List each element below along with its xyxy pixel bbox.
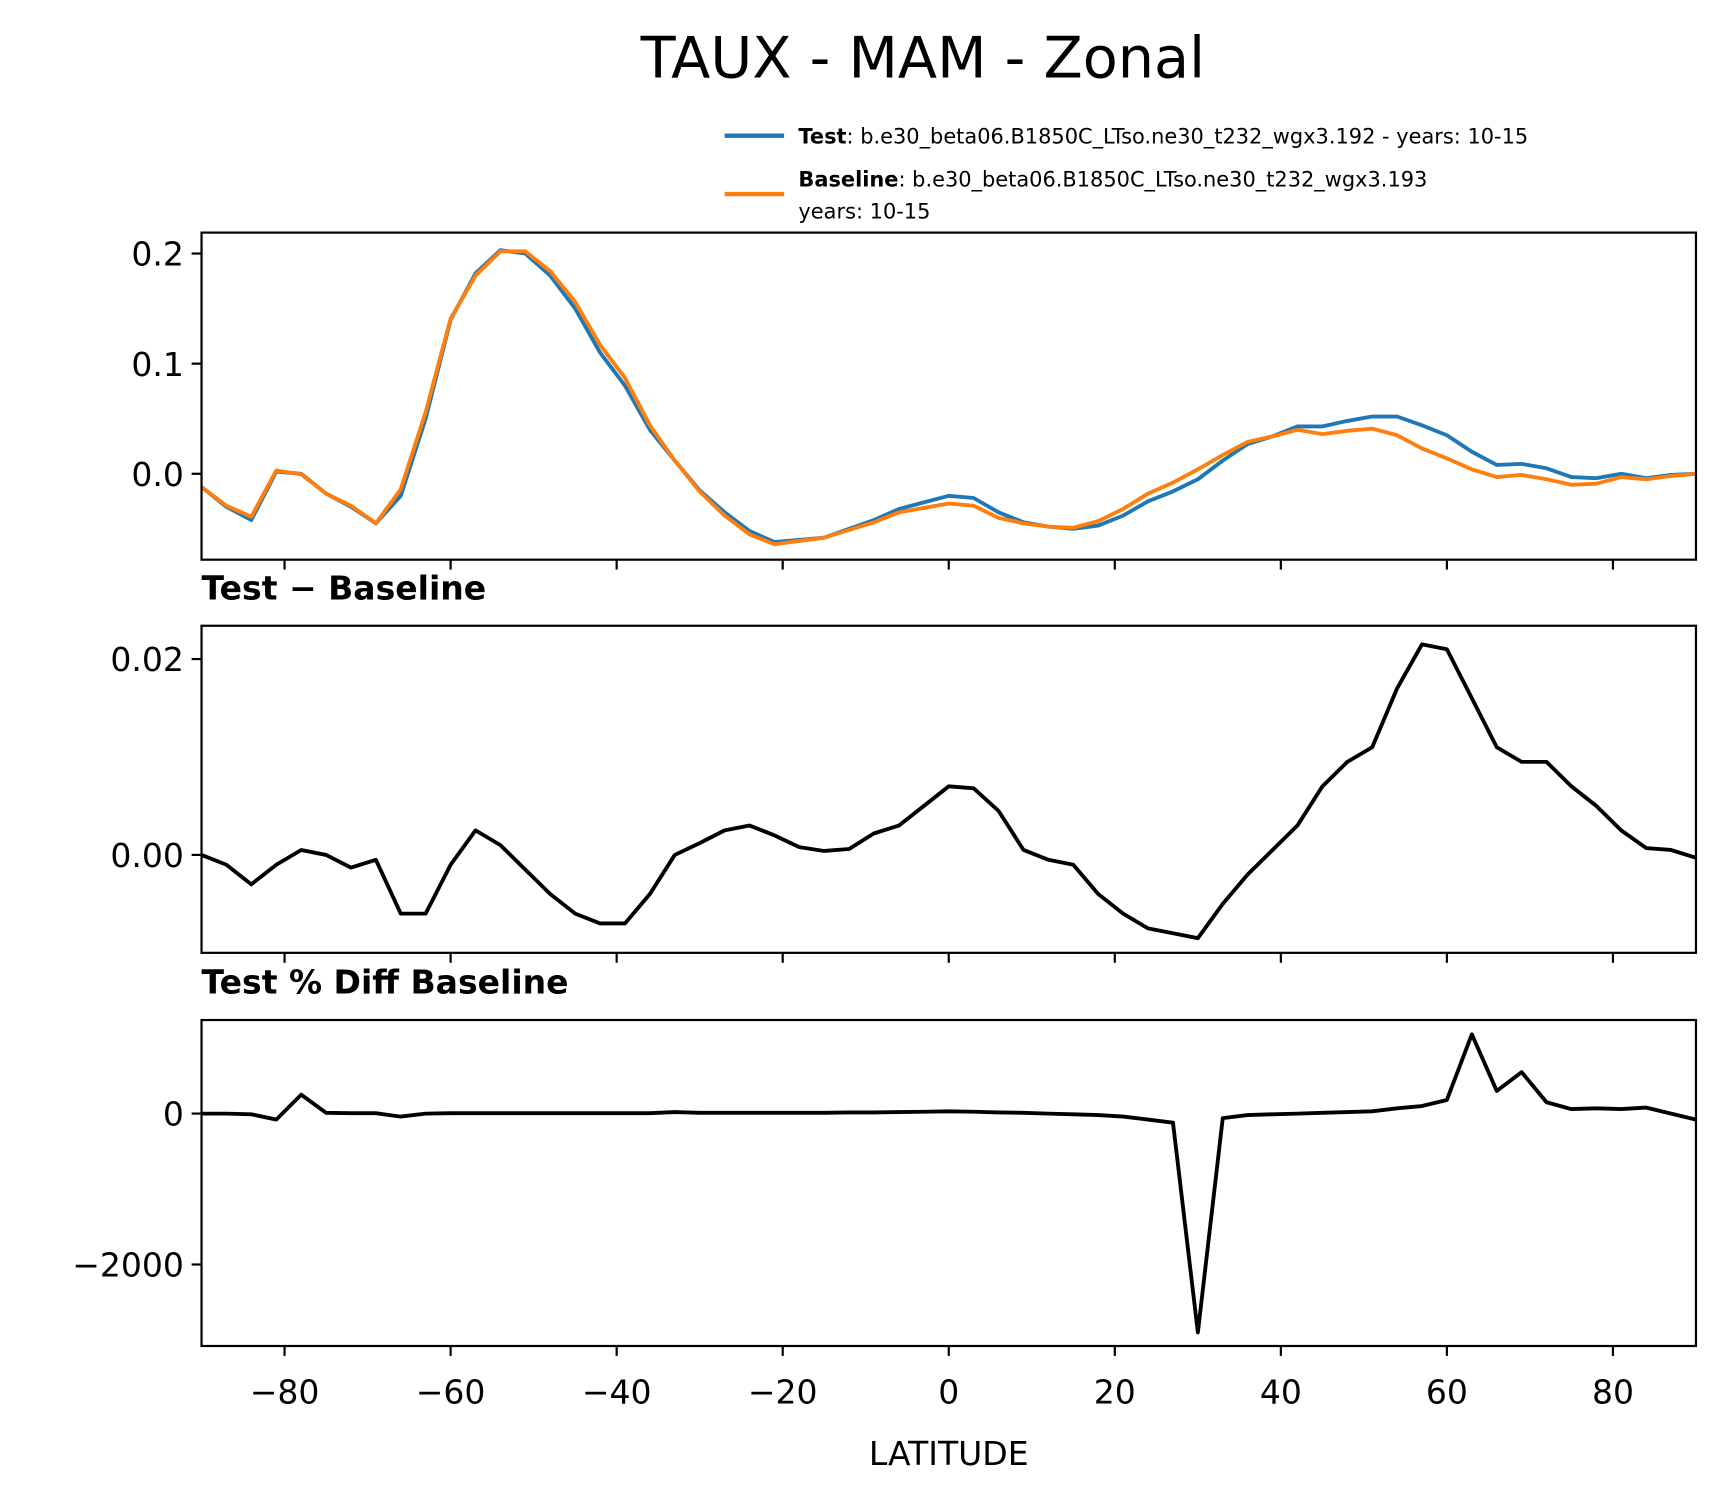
legend-description: : b.e30_beta06.B1850C_LTso.ne30_t232_wgx…	[847, 124, 1529, 148]
y-tick-label: 0.1	[131, 345, 184, 384]
y-tick-label: 0.02	[110, 640, 184, 679]
x-tick-label: 40	[1260, 1372, 1302, 1411]
y-tick-label: 0.00	[110, 836, 184, 875]
legend-label: Baseline: b.e30_beta06.B1850C_LTso.ne30_…	[798, 167, 1427, 191]
line	[201, 1032, 1696, 1335]
legend-label: Test: b.e30_beta06.B1850C_LTso.ne30_t232…	[798, 124, 1528, 148]
subplot-title: Test % Diff Baseline	[202, 963, 569, 1002]
y-tick-label: 0.2	[131, 235, 184, 274]
axes-frame	[200, 1018, 1698, 1348]
x-tick-label: −80	[250, 1372, 320, 1411]
x-tick-label: −60	[416, 1372, 486, 1411]
line	[201, 642, 1696, 941]
legend-description: : b.e30_beta06.B1850C_LTso.ne30_t232_wgx…	[898, 167, 1427, 191]
axes-frame	[200, 231, 1698, 561]
legend-name: Baseline	[798, 167, 898, 191]
y-tick-label: 0.0	[131, 455, 184, 494]
x-axis-label: LATITUDE	[869, 1434, 1029, 1473]
x-tick-label: 0	[938, 1372, 959, 1411]
x-tick-label: −20	[748, 1372, 818, 1411]
subplot-title: Test − Baseline	[202, 568, 487, 607]
line	[201, 248, 1696, 544]
x-tick-label: 20	[1094, 1372, 1136, 1411]
y-tick-label: 0	[163, 1095, 184, 1134]
legend-label-line2: years: 10-15	[798, 199, 930, 223]
x-tick-label: −40	[582, 1372, 652, 1411]
chart-title: TAUX - MAM - Zonal	[640, 24, 1205, 91]
legend-name: Test	[798, 124, 846, 148]
y-tick-label: −2000	[72, 1246, 184, 1285]
axes-frame	[200, 624, 1698, 954]
x-tick-label: 60	[1426, 1372, 1468, 1411]
x-tick-label: 80	[1592, 1372, 1634, 1411]
line	[201, 249, 1696, 547]
